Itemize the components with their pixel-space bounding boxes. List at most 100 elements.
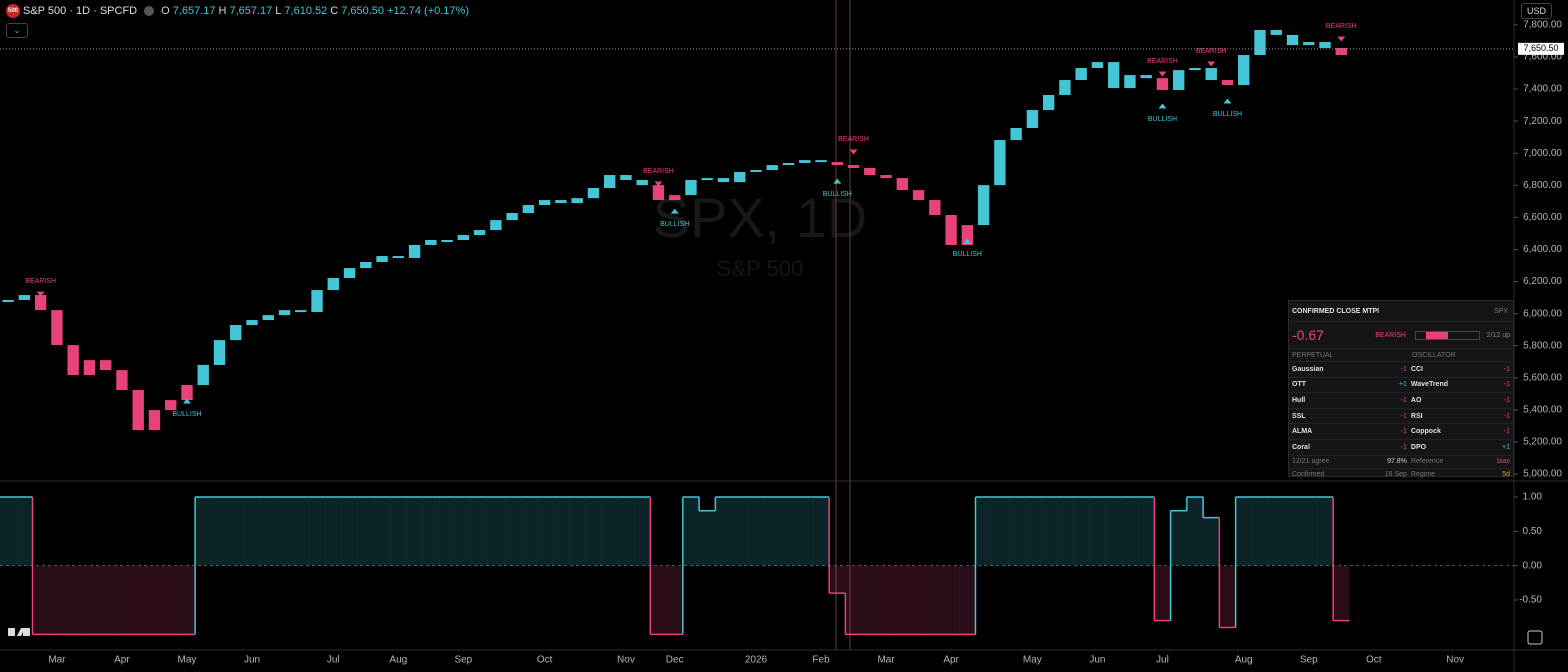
step-fill <box>812 496 830 566</box>
y-tick-label: 6,600.00 <box>1523 212 1562 223</box>
x-tick-label: Aug <box>389 655 407 666</box>
y-tick-label: 7,600.00 <box>1523 52 1562 63</box>
step-fill <box>1186 496 1204 566</box>
candle <box>1059 80 1071 95</box>
indicator: WaveTrend <box>1410 381 1449 389</box>
step-fill <box>1268 496 1285 566</box>
footer-value: 97.8% <box>1387 458 1407 466</box>
candle <box>994 140 1006 186</box>
candle <box>34 295 47 311</box>
candle <box>1140 75 1152 79</box>
candle <box>522 205 535 214</box>
candle <box>864 167 876 176</box>
indicator-value: -1 <box>1400 428 1407 436</box>
indicator: ALMA <box>1292 428 1313 436</box>
y-tick-label: 1.00 <box>1523 492 1543 503</box>
candle <box>1026 110 1039 129</box>
candle <box>51 310 63 346</box>
candle <box>620 175 632 180</box>
section-header: OSCILLATOR <box>1412 351 1456 359</box>
step-fill <box>195 496 212 566</box>
low: 7,610.52 <box>284 5 328 17</box>
x-tick-label: Jul <box>1156 655 1169 666</box>
step-fill <box>1008 496 1025 566</box>
candle <box>961 225 974 245</box>
step-fill <box>942 565 960 635</box>
step-fill <box>81 565 98 635</box>
step-fill <box>227 496 245 566</box>
x-tick-label: Sep <box>454 655 472 666</box>
auto-scale-button[interactable] <box>1527 630 1543 645</box>
symbol-logo: 500 <box>6 4 20 18</box>
step-fill <box>1203 517 1220 566</box>
open: 7,657.17 <box>172 5 216 17</box>
signal-label: BULLISH <box>823 191 852 198</box>
indicator: RSI <box>1410 412 1423 420</box>
signal-label: BULLISH <box>1213 111 1242 118</box>
step-fill <box>1284 496 1301 566</box>
footer-value: 18 Sep <box>1384 471 1407 479</box>
candle <box>425 240 437 245</box>
step-fill <box>471 496 489 566</box>
x-tick-label: Dec <box>666 655 684 666</box>
step-fill <box>325 496 342 566</box>
step-fill <box>48 565 66 635</box>
x-tick-label: Apr <box>114 655 130 666</box>
signal-marker <box>670 208 679 214</box>
step-fill <box>211 496 228 566</box>
step-fill <box>552 496 570 566</box>
step-fill <box>1024 496 1041 566</box>
candle <box>132 390 144 431</box>
indicator-value: -1 <box>1400 396 1407 404</box>
step-fill <box>1121 496 1139 566</box>
x-tick-label: Jun <box>244 655 260 666</box>
candle <box>587 188 600 199</box>
signal-marker <box>36 291 45 297</box>
y-tick-label: 6,000.00 <box>1523 308 1562 319</box>
mtpi-table: CONFIRMED CLOSE MTPI SPX -0.67 BEARISH 2/… <box>1288 300 1514 479</box>
step-fill <box>975 496 993 566</box>
step-fill <box>1073 496 1090 566</box>
candle <box>262 315 274 321</box>
signal-marker <box>1158 103 1167 109</box>
x-tick-label: May <box>178 655 197 666</box>
candle <box>457 235 470 240</box>
candle <box>441 240 453 242</box>
step-fill <box>97 565 115 635</box>
y-tick-label: 7,400.00 <box>1523 84 1562 95</box>
watermark-title: SPX, 1D <box>653 186 868 249</box>
collapse-button[interactable]: ⌄ <box>6 23 28 38</box>
signal-marker <box>182 398 191 404</box>
candle <box>912 190 925 201</box>
step-fill <box>455 496 472 566</box>
last-price-label: 7,650.50 <box>1523 43 1558 53</box>
currency-button[interactable]: USD <box>1521 3 1553 19</box>
score-bar <box>1414 330 1481 340</box>
indicator-value: -1 <box>1503 381 1510 389</box>
candle <box>977 185 990 226</box>
candle <box>376 256 388 262</box>
signal-label: BULLISH <box>660 221 689 228</box>
step-fill <box>65 565 82 635</box>
footer-label: Regime <box>1410 471 1436 479</box>
y-tick-label: 7,000.00 <box>1523 148 1562 159</box>
signal-marker <box>654 181 663 187</box>
step-fill <box>747 496 765 566</box>
symbol: S&P 500 · 1D · SPCFD <box>23 5 138 17</box>
step-fill <box>308 496 326 566</box>
step-fill <box>1300 496 1318 566</box>
y-tick-label: 0.00 <box>1523 560 1543 571</box>
step-fill <box>243 496 261 566</box>
candle <box>1221 80 1234 86</box>
candle <box>148 410 161 431</box>
step-fill <box>601 496 619 566</box>
candle <box>1238 55 1250 86</box>
step-fill <box>991 496 1009 566</box>
step-fill <box>373 496 391 566</box>
indicator: Coppock <box>1410 428 1441 436</box>
ohlc-label: C <box>330 5 339 17</box>
step-fill <box>1333 565 1350 621</box>
signal-label: BEARISH <box>1326 23 1357 30</box>
candle <box>1303 42 1315 46</box>
step-fill <box>634 496 651 566</box>
